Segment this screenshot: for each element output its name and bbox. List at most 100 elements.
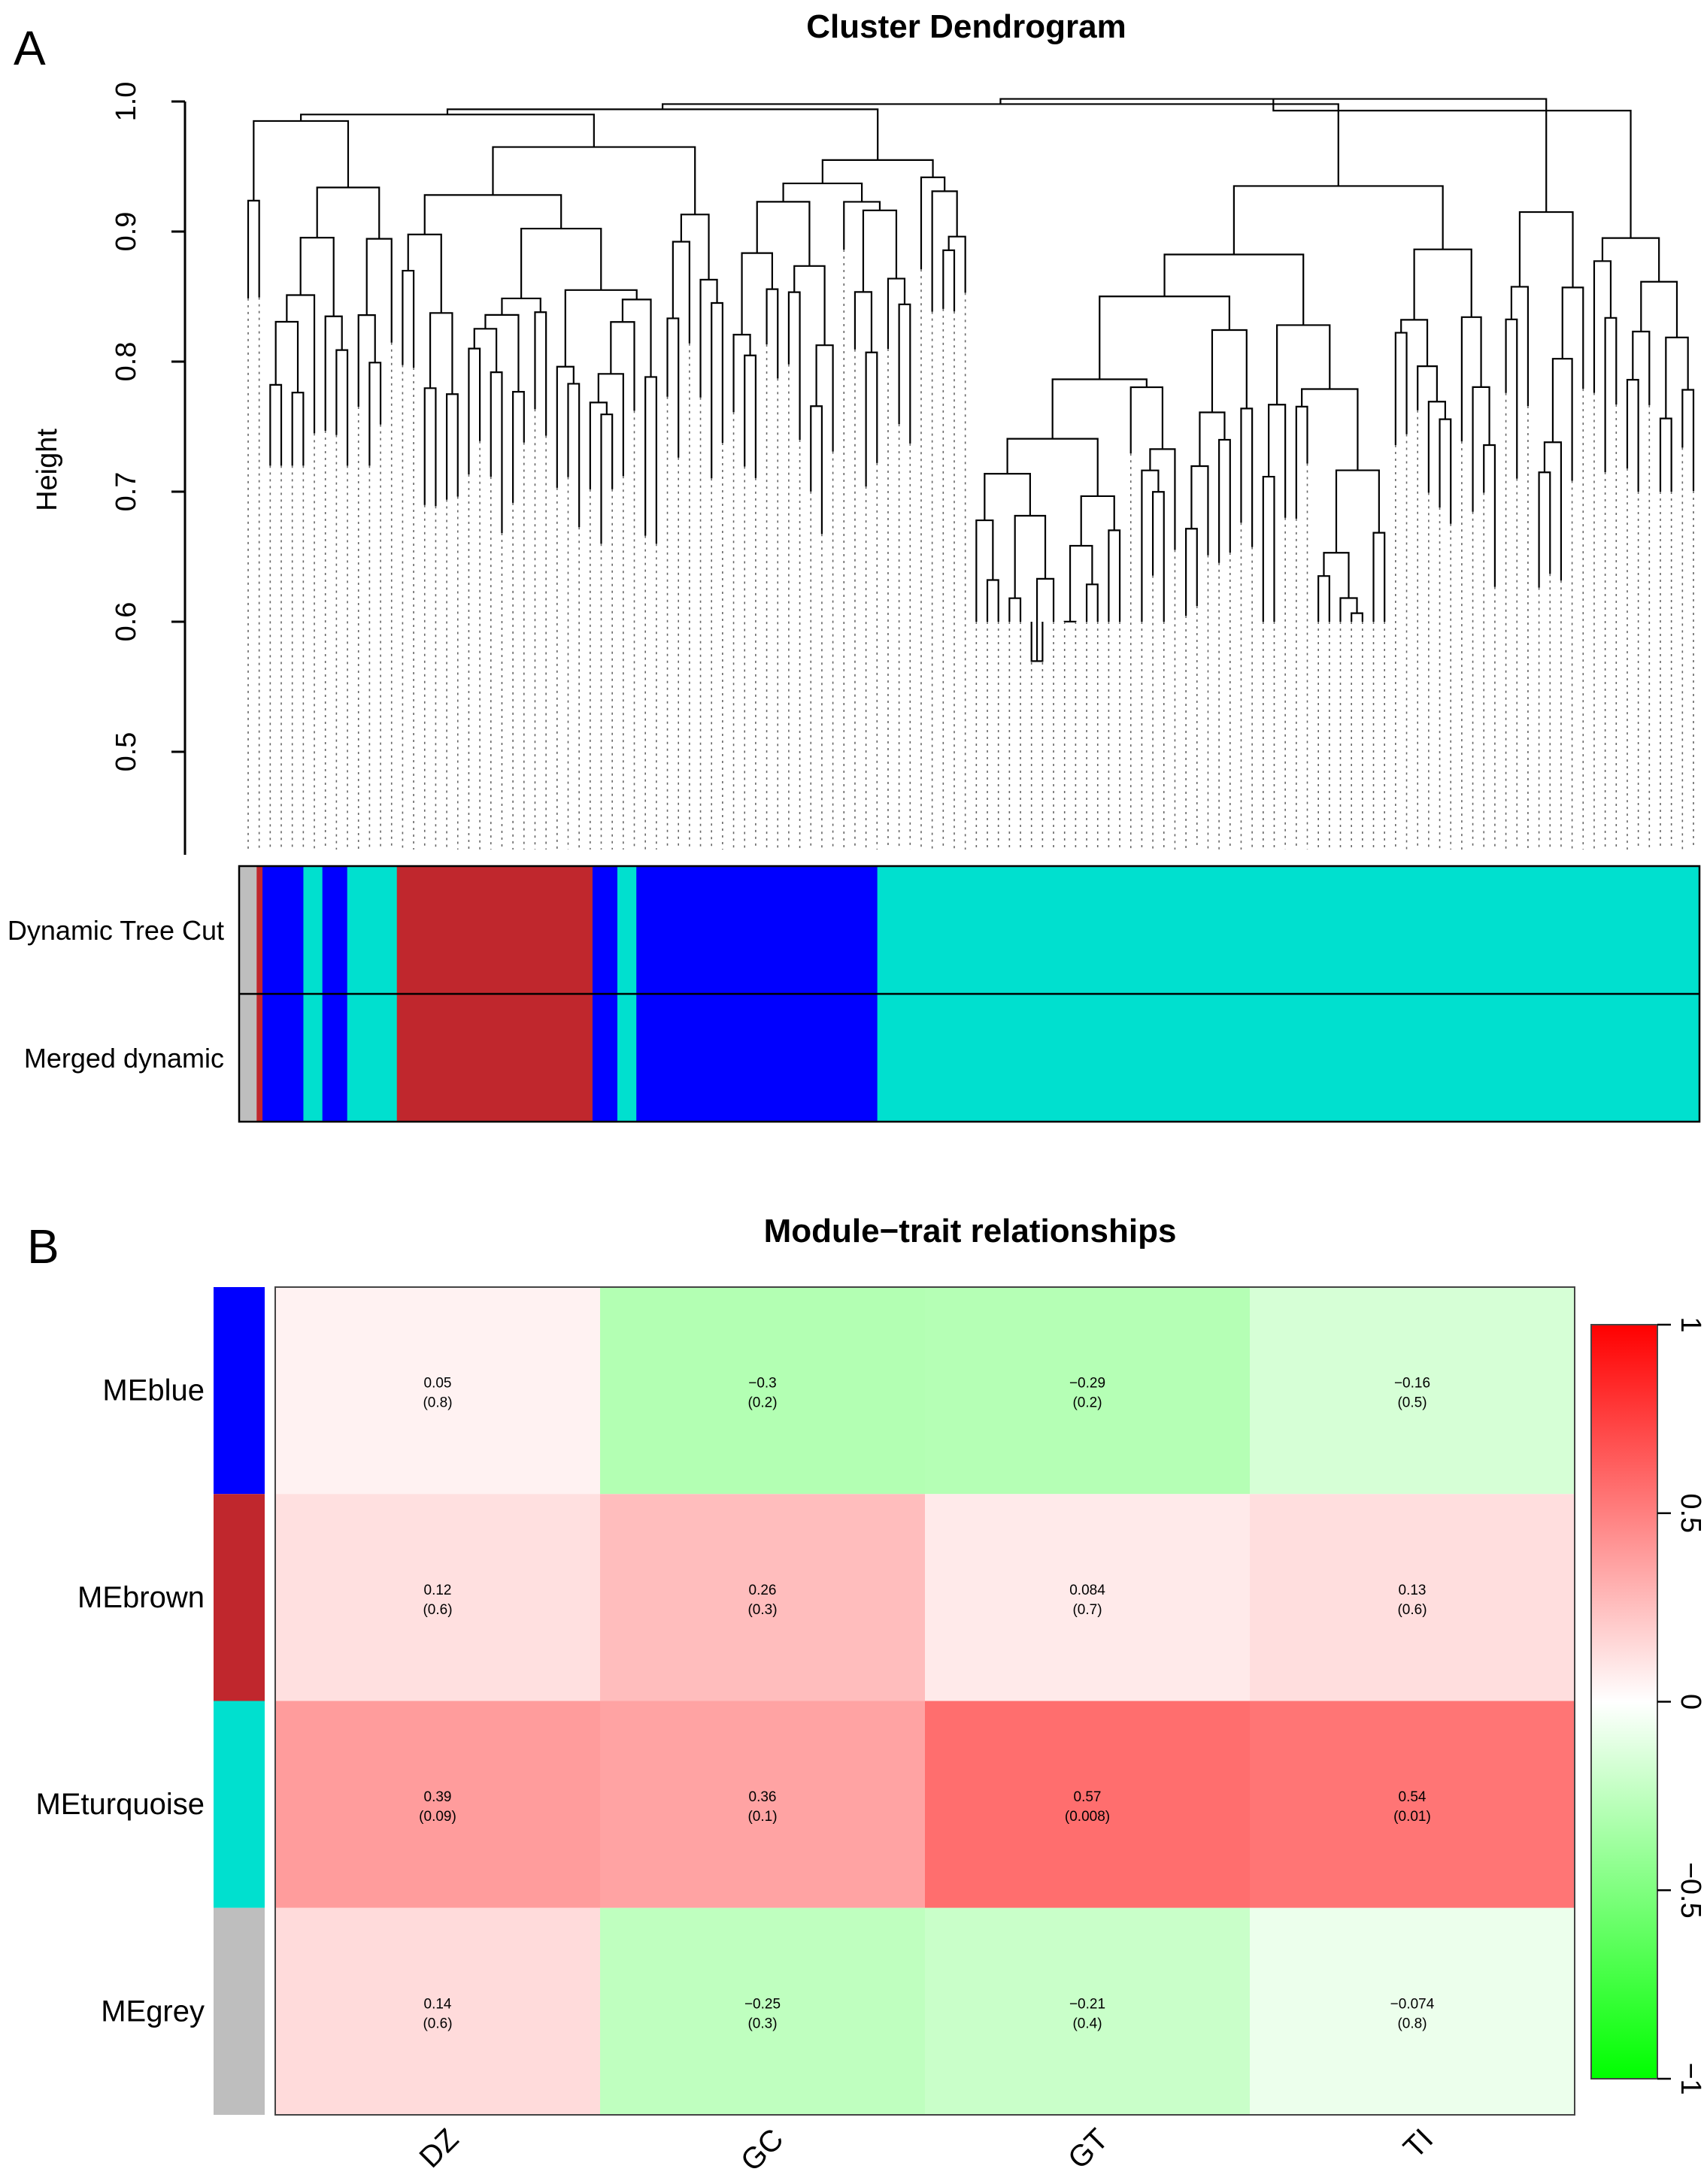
dendrogram-branch xyxy=(1262,475,1275,622)
dendrogram-branch xyxy=(1240,407,1254,547)
dendrogram-branch xyxy=(815,344,834,452)
row-color-blue xyxy=(214,1287,265,1495)
row-label-dynamic-tree-cut: Dynamic Tree Cut xyxy=(8,915,224,946)
heatmap-cell-correlation: 0.26 xyxy=(749,1583,777,1598)
heatmap-cell-pvalue: (0.5) xyxy=(1397,1395,1427,1411)
dendrogram-branch xyxy=(1413,248,1472,320)
heatmap-cell-correlation: 0.39 xyxy=(424,1789,452,1805)
dendrogram-branch xyxy=(1006,438,1099,496)
heatmap-cell xyxy=(925,1701,1250,1908)
heatmap-cell xyxy=(600,1287,925,1495)
dendrogram-branch xyxy=(1295,405,1308,519)
module-segment-blue xyxy=(636,866,878,994)
heatmap-cell-pvalue: (0.2) xyxy=(1072,1395,1102,1411)
heatmap-column-label: GT xyxy=(1062,2122,1114,2175)
dendrogram-y-axis-label: Height xyxy=(32,429,63,511)
dendrogram-branch xyxy=(732,334,751,413)
dendrogram-branch xyxy=(589,401,608,489)
module-segment-turquoise xyxy=(877,994,1700,1122)
dendrogram-branch xyxy=(711,301,723,479)
dendrogram-branch xyxy=(316,186,381,239)
heatmap-cell xyxy=(275,1701,600,1908)
dendrogram-branch xyxy=(423,194,562,235)
dendrogram-branch xyxy=(556,365,575,488)
dendrogram-branch xyxy=(291,392,305,466)
dendrogram-branch xyxy=(984,473,1031,521)
y-tick-label: 0.7 xyxy=(111,472,142,512)
heatmap-cell xyxy=(925,1287,1250,1495)
dendrogram-branch xyxy=(787,291,801,441)
dendrogram-branch xyxy=(1510,286,1530,406)
dendrogram-branch xyxy=(1400,319,1429,367)
module-segment-blue xyxy=(592,994,618,1122)
module-segment-turquoise xyxy=(617,994,637,1122)
module-segment-blue xyxy=(322,994,348,1122)
dendrogram-branch xyxy=(1427,401,1446,493)
panel-b-label: B xyxy=(27,1219,59,1274)
heatmap-column-labels: DZ GC GT TI xyxy=(414,2122,1440,2178)
dendrogram-y-axis: 0.5 0.6 0.7 0.8 0.9 1.0 xyxy=(111,82,186,855)
dendrogram-branch xyxy=(1460,316,1482,442)
heatmap-cell-correlation: 0.14 xyxy=(424,1996,452,2012)
heatmap-cell-pvalue: (0.01) xyxy=(1393,1809,1431,1825)
dendrogram-branch xyxy=(1141,469,1160,622)
heatmap-cell xyxy=(600,1907,925,2115)
y-tick-label: 0.5 xyxy=(111,732,142,772)
dendrogram-branch xyxy=(567,383,581,528)
dendrogram-branch xyxy=(920,176,946,270)
heatmap-cell-correlation: −0.3 xyxy=(748,1376,777,1392)
dendrogram-branch xyxy=(1681,389,1695,491)
heatmap-cell-pvalue: (0.008) xyxy=(1065,1809,1110,1825)
y-tick-label: 1.0 xyxy=(111,82,142,122)
dendrogram-branch xyxy=(947,235,966,293)
y-tick-label: 0.8 xyxy=(111,342,142,382)
dendrogram-branch xyxy=(1276,324,1331,405)
heatmap-cell-correlation: −0.25 xyxy=(744,1996,781,2012)
heatmap-cell-pvalue: (0.8) xyxy=(1397,2016,1427,2031)
dendrogram-branch xyxy=(843,201,881,250)
heatmap-cell-pvalue: (0.6) xyxy=(1397,1602,1427,1618)
heatmap-cell xyxy=(600,1701,925,1908)
dendrogram-branch xyxy=(1335,469,1380,553)
dendrogram-branch xyxy=(564,289,638,367)
dendrogram-branch xyxy=(1008,597,1022,622)
heatmap-cell-pvalue: (0.2) xyxy=(747,1395,777,1411)
dendrogram-branch xyxy=(999,98,1548,213)
heatmap-frame xyxy=(274,1286,1575,2116)
heatmap-cell-correlation: 0.57 xyxy=(1074,1789,1102,1805)
dendrogram-branch xyxy=(368,362,382,466)
dendrogram-branch xyxy=(821,159,934,183)
dendrogram-branch xyxy=(1417,365,1438,410)
dendrogram-branch xyxy=(862,209,898,292)
dendrogram-branch xyxy=(423,387,437,507)
dendrogram-branch xyxy=(1051,378,1148,439)
heatmap-row-label: MEgrey xyxy=(101,1995,205,2028)
dendrogram-branch xyxy=(1151,491,1165,622)
dendrogram-branch xyxy=(274,320,299,393)
dendrogram-branch xyxy=(672,241,690,344)
heatmap-module-color-strip xyxy=(214,1287,265,2115)
dendrogram-branch xyxy=(1604,317,1618,472)
panel-b-module-trait-heatmap: B Module−trait relationships MEblue MEbro… xyxy=(27,1213,1706,2178)
y-tick-label: 0.9 xyxy=(111,212,142,252)
heatmap-column-label: TI xyxy=(1397,2122,1439,2164)
dendrogram-branch xyxy=(468,347,481,475)
dendrogram-branch xyxy=(1561,286,1584,389)
dendrogram-branch xyxy=(680,214,710,280)
dendrogram-branch xyxy=(1085,583,1099,622)
dendrogram-branch xyxy=(1190,465,1209,556)
dendrogram-branch xyxy=(1640,280,1678,338)
dendrogram-branch xyxy=(1372,532,1386,622)
legend-tick-label: −1 xyxy=(1675,2062,1706,2095)
legend-gradient-bar xyxy=(1590,1324,1658,2079)
dendrogram-branch xyxy=(1035,577,1055,662)
dendrogram-branch xyxy=(1439,418,1452,524)
heatmap-cell-correlation: 0.36 xyxy=(749,1789,777,1805)
heatmap-title: Module−trait relationships xyxy=(764,1213,1177,1250)
legend-tick-label: 0 xyxy=(1675,1694,1706,1710)
dendrogram-branch xyxy=(1129,386,1164,454)
module-segment-turquoise xyxy=(617,866,637,994)
dendrogram-branch xyxy=(1551,358,1573,481)
dendrogram-branch xyxy=(445,393,459,500)
